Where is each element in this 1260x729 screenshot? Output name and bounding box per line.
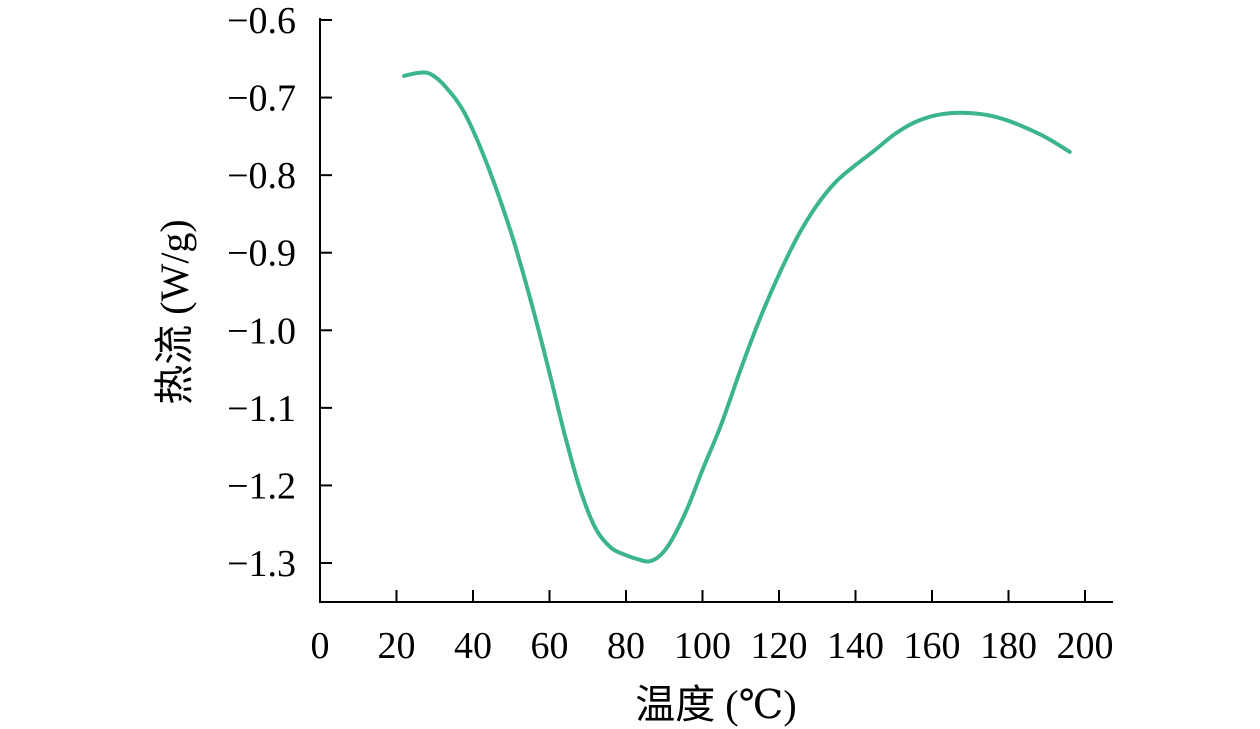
x-tick-label: 20 bbox=[378, 625, 416, 667]
y-tick-label: −0.6 bbox=[227, 0, 296, 42]
x-tick-label: 160 bbox=[904, 625, 961, 667]
x-tick-label: 180 bbox=[980, 625, 1037, 667]
x-tick-label: 0 bbox=[311, 625, 330, 667]
x-tick-label: 200 bbox=[1057, 625, 1114, 667]
x-axis-title: 温度 (℃) bbox=[635, 682, 796, 727]
y-tick-label: −1.0 bbox=[227, 310, 296, 352]
x-tick-label: 140 bbox=[827, 625, 884, 667]
x-tick-label: 60 bbox=[531, 625, 569, 667]
y-tick-label: −1.1 bbox=[227, 388, 296, 430]
heat-flow-series-line bbox=[402, 70, 1072, 564]
x-tick-label: 80 bbox=[607, 625, 645, 667]
y-tick-label: −1.3 bbox=[227, 543, 296, 585]
x-tick-label: 40 bbox=[454, 625, 492, 667]
x-tick-label: 100 bbox=[674, 625, 731, 667]
y-tick-label: −1.2 bbox=[227, 465, 296, 507]
series-group bbox=[402, 70, 1072, 564]
y-tick-label: −0.7 bbox=[227, 78, 296, 120]
y-axis-title: 热流 (W/g) bbox=[152, 219, 197, 405]
y-tick-label: −0.8 bbox=[227, 155, 296, 197]
x-axis: 0 20 40 60 80 100 120 140 160 180 200 bbox=[311, 590, 1114, 667]
x-tick-label: 120 bbox=[751, 625, 808, 667]
y-tick-label: −0.9 bbox=[227, 233, 296, 275]
y-axis: −0.6 −0.7 −0.8 −0.9 −1.0 −1.1 −1.2 −1.3 bbox=[227, 0, 332, 602]
